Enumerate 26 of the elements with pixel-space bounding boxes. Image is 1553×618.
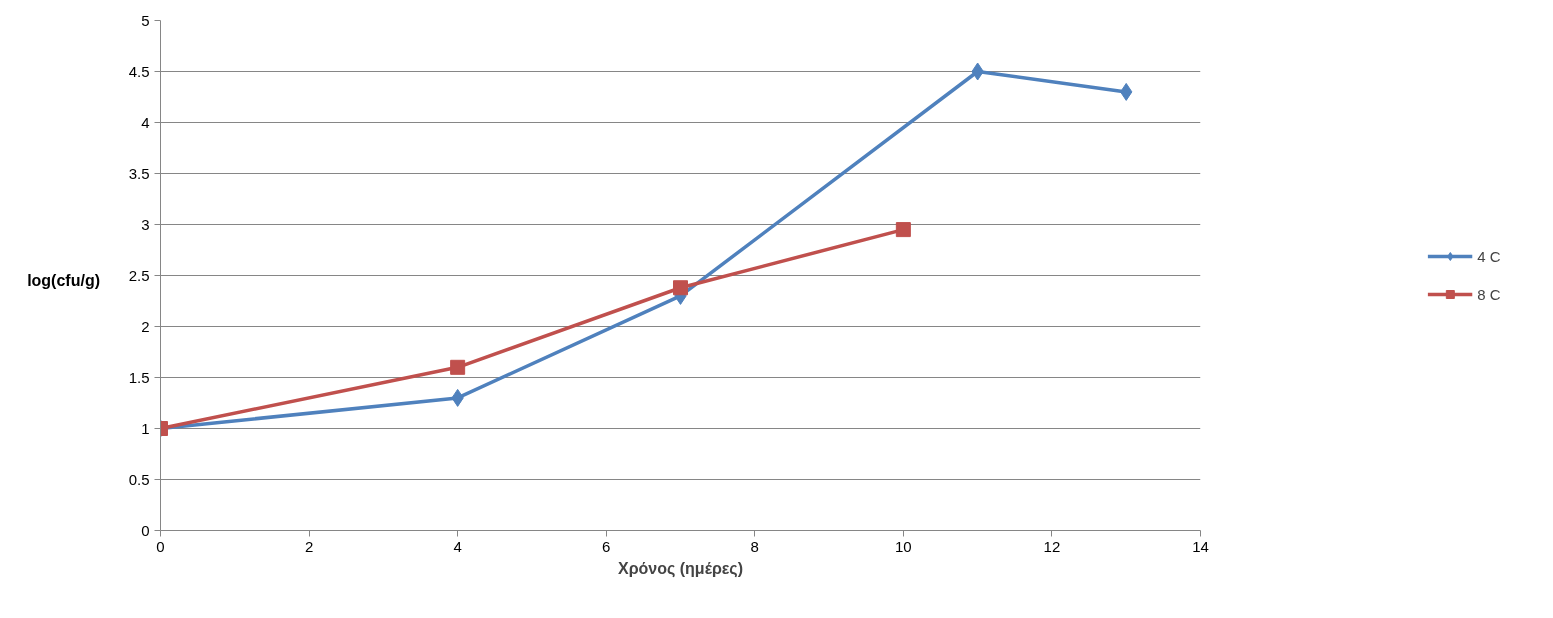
legend-label: 8 C [1477,285,1501,303]
y-tick-label: 1.5 [128,368,150,386]
x-tick-label: 8 [750,537,759,555]
y-tick-label: 5 [141,11,150,29]
y-tick-label: 0.5 [128,470,150,488]
y-axis-title: log(cfu/g) [27,271,100,291]
x-tick-label: 14 [1192,537,1209,555]
x-tick-label: 10 [895,537,912,555]
point [673,280,688,296]
y-tick-label: 4.5 [128,62,150,80]
y-tick-label: 3 [141,215,150,233]
x-axis-title: Χρόνος (ημέρες) [617,559,744,578]
y-tick-label: 4 [141,113,150,131]
point [450,359,466,375]
point [895,222,911,238]
x-tick-label: 4 [453,537,462,555]
y-tick-label: 1 [141,419,150,437]
y-tick-label: 2.5 [128,266,150,284]
x-tick-label: 0 [156,537,165,555]
x-tick-label: 6 [602,537,611,555]
y-tick-label: 3.5 [128,164,150,182]
x-tick-label: 12 [1043,537,1061,555]
y-tick-label: 2 [141,317,150,335]
y-tick-label: 0 [141,521,150,539]
legend-label: 4 C [1477,247,1501,265]
x-tick-label: 2 [304,537,314,555]
